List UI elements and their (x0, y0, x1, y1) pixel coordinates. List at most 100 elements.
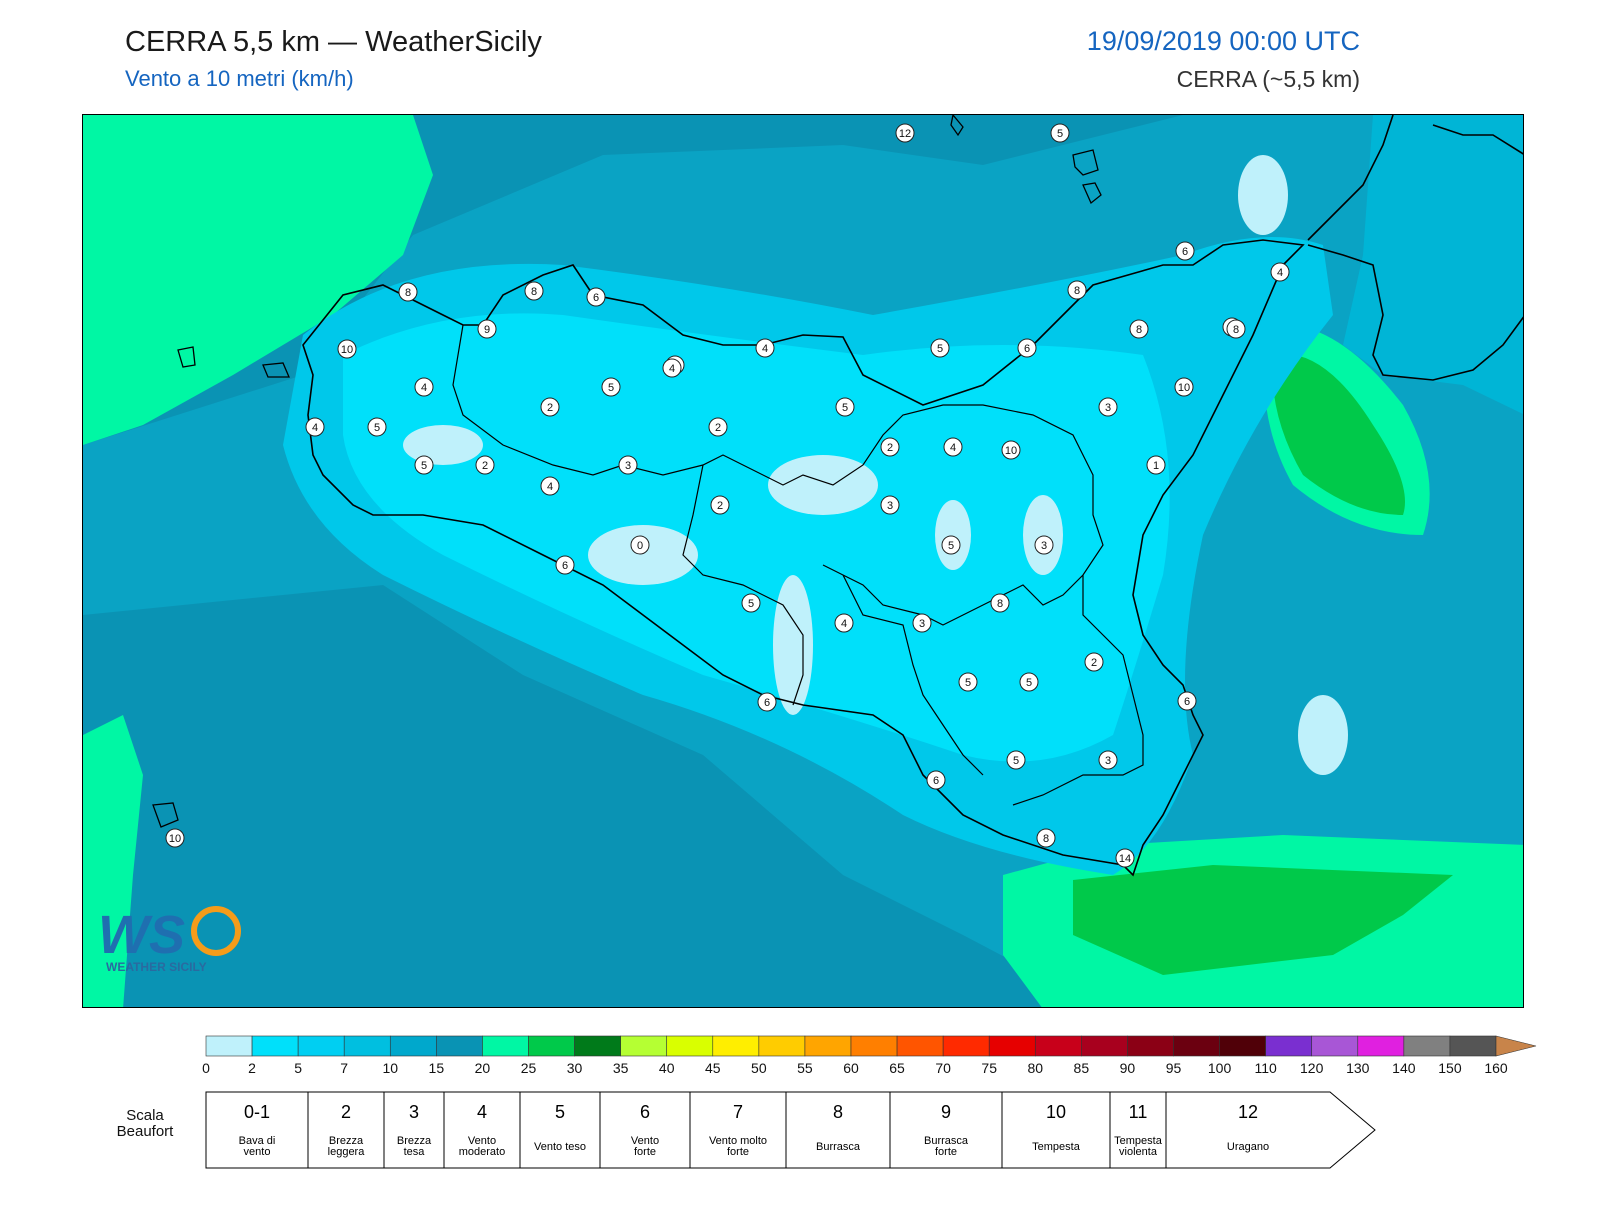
wind-value-circle (1067, 280, 1087, 300)
beaufort-description: Uragano (1227, 1141, 1269, 1153)
sun-icon (191, 906, 241, 956)
colorbar-segment (389, 1035, 437, 1057)
beaufort-description: Vento molto (709, 1135, 767, 1147)
beaufort-cell-last (1165, 1091, 1376, 1169)
wind-value-label: 5 (937, 343, 943, 355)
weathersicily-logo: WS WEATHER SICILY (98, 905, 248, 980)
wind-value-circle (990, 593, 1010, 613)
sea-dark-south (83, 585, 1100, 1007)
colorbar-segment (804, 1035, 852, 1057)
colorbar-segment (1449, 1035, 1497, 1057)
wind-value-circle (1146, 455, 1166, 475)
wind-value-label: 8 (1233, 324, 1239, 336)
colorbar-segment (436, 1035, 483, 1057)
beaufort-number: 0-1 (244, 1102, 270, 1122)
calm-spot (1298, 695, 1348, 775)
wind-value-circle (1034, 535, 1054, 555)
wind-value-label: 2 (887, 442, 893, 454)
beaufort-number: 2 (341, 1102, 351, 1122)
beaufort-description: Vento (631, 1135, 659, 1147)
wind-value-label: 4 (669, 363, 675, 375)
colorbar-tick-label: 160 (1484, 1060, 1508, 1076)
colorbar-tick-label: 40 (658, 1060, 675, 1076)
colorbar-segment (896, 1035, 944, 1057)
green-area-southwest (83, 715, 143, 1007)
wind-value-circle (741, 593, 761, 613)
colorbar-tick-label: 95 (1165, 1060, 1182, 1076)
strong-green-southeast (1073, 865, 1453, 975)
colorbar-segment (1081, 1035, 1128, 1057)
wind-value-label: 2 (715, 422, 721, 434)
wind-value-circle (1177, 691, 1197, 711)
wind-value-circle (912, 613, 932, 633)
beaufort-cell (1001, 1091, 1111, 1169)
sicily-coastline (302, 239, 1305, 877)
wind-value-circle (662, 358, 682, 378)
island (177, 346, 196, 368)
beaufort-number: 10 (1046, 1102, 1066, 1122)
calm-spot (1238, 155, 1288, 235)
wind-value-circle (414, 455, 434, 475)
wind-value-label: 6 (764, 697, 770, 709)
wind-value-circle (165, 828, 185, 848)
colorbar (205, 1035, 1537, 1057)
wind-value-markers: 12 5 6 8 8 6 4 8 8 10 9 8 8 4 4 5 6 10 4 5 2 4 5 2 3 4 5 10 2 4 1 5 2 3 4 2… (165, 123, 1290, 868)
wind-map[interactable]: 12 5 6 8 8 6 4 8 8 10 9 8 8 4 4 5 6 10 4 5 2 4 5 2 3 4 5 10 2 4 1 5 2 3 4 2… (82, 114, 1524, 1008)
calm-spot (1023, 495, 1063, 575)
colorbar-tick-label: 80 (1027, 1060, 1044, 1076)
colorbar-tick-label: 55 (797, 1060, 813, 1076)
wind-value-label: 5 (842, 402, 848, 414)
wind-value-label: 3 (887, 500, 893, 512)
wind-value-label: 6 (1024, 343, 1030, 355)
logo-text: WEATHER SICILY (106, 960, 207, 974)
wind-value-label: 5 (748, 598, 754, 610)
wind-value-label: 8 (1043, 833, 1049, 845)
colorbar-tick-label: 15 (428, 1060, 445, 1076)
wind-value-circle (414, 377, 434, 397)
wind-value-circle (710, 495, 730, 515)
wind-value-label: 6 (933, 775, 939, 787)
colorbar-segment (1173, 1035, 1220, 1057)
colorbar-tick-label: 130 (1346, 1060, 1370, 1076)
wind-value-label: 6 (1184, 696, 1190, 708)
wind-value-label: 2 (717, 500, 723, 512)
wind-value-label: 8 (405, 287, 411, 299)
wind-value-label: 10 (1005, 445, 1017, 457)
wind-value-circle (1017, 338, 1037, 358)
wind-value-label: 3 (1105, 755, 1111, 767)
wind-value-label: 10 (341, 344, 353, 356)
beaufort-description: Burrasca (924, 1135, 969, 1147)
island (950, 115, 964, 137)
wind-value-label: 8 (531, 286, 537, 298)
wind-value-circle (601, 377, 621, 397)
colorbar-tick-label: 20 (474, 1060, 491, 1076)
wind-value-circle (834, 613, 854, 633)
colorbar-segment (1034, 1035, 1082, 1057)
wind-value-label: 2 (547, 402, 553, 414)
colorbar-segment (1219, 1035, 1266, 1057)
colorbar-tick-label: 140 (1392, 1060, 1416, 1076)
wind-value-circle (1270, 262, 1290, 282)
beaufort-description: forte (935, 1146, 957, 1158)
beaufort-number: 12 (1238, 1102, 1258, 1122)
wind-value-circle (524, 281, 544, 301)
wind-value-circle (1115, 848, 1135, 868)
wind-value-label: 2 (1091, 657, 1097, 669)
wind-value-label: 2 (482, 460, 488, 472)
colorbar-tick-label: 35 (612, 1060, 629, 1076)
wind-value-circle (1129, 319, 1149, 339)
strong-green-east (1272, 353, 1405, 515)
island (152, 802, 179, 828)
beaufort-description: forte (634, 1146, 656, 1158)
wind-value-label: 4 (841, 618, 847, 630)
colorbar-segment (205, 1035, 253, 1057)
wind-value-label: 3 (1105, 402, 1111, 414)
light-cyan-land-area (343, 313, 1170, 762)
colorbar-tick-label: 90 (1119, 1060, 1136, 1076)
colorbar-segment (1311, 1035, 1359, 1057)
beaufort-description: violenta (1119, 1146, 1158, 1158)
wind-value-circle (708, 417, 728, 437)
beaufort-cell (443, 1091, 521, 1169)
wind-value-label: 6 (593, 292, 599, 304)
